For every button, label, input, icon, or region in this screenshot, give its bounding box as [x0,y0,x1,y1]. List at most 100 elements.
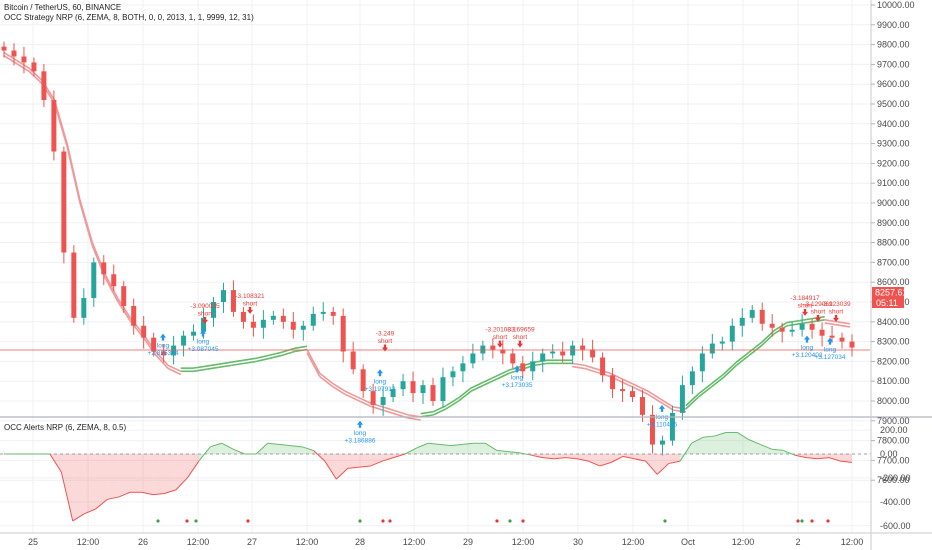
osc-line [679,442,692,462]
trade-label: -3.108321 [235,293,265,300]
alert-oscillator [0,431,871,523]
osc-line [588,460,601,467]
candle-down [11,50,17,57]
long-entry-marker[interactable]: long+3.120402 [792,335,823,360]
ma-line-slow [635,387,649,395]
osc-line [542,457,555,460]
ma-line-fast [154,350,169,366]
long-entry-marker[interactable]: long+3.087045 [188,329,219,354]
ma-line-slow [53,102,68,147]
osc-fill [84,454,96,514]
candle-down [51,100,57,152]
price-tick-label: 7900.00 [877,416,910,426]
indicator-legend[interactable]: OCC Alerts NRP (6, ZEMA, 8, 0.5) [4,423,126,432]
ma-line-slow [369,405,384,411]
price-tick-label: 7800.00 [877,436,910,446]
candle-up [390,389,396,398]
osc-line [817,457,830,460]
osc-line [324,460,337,480]
osc-fill [760,444,772,454]
osc-fill [95,454,108,510]
candle-down [510,353,516,364]
candle-down [410,381,416,394]
time-tick-label: 29 [463,537,473,547]
long-entry-marker[interactable]: long+3.127034 [815,337,846,362]
osc-line [806,457,818,460]
candle-down [41,71,47,101]
candle-up [191,331,197,336]
time-axis[interactable]: 25 12:00 26 12:00 27 12:00 28 12:00 29 12:00 30 12:… [28,537,863,547]
signal-dot [521,519,525,523]
time-tick-label: 12:00 [77,537,100,547]
long-entry-marker[interactable]: long+3.173035 [502,365,533,389]
osc-line [760,443,772,450]
signal-dot [156,519,160,523]
osc-line [255,442,268,455]
ma-line-slow [432,405,447,413]
candle-down [101,262,107,275]
price-tag: 8257.61 05:11 [872,287,908,308]
arrow-down-icon [833,314,839,322]
candle-down [809,323,815,330]
osc-line [232,448,245,455]
time-tick-label: Oct [681,537,696,547]
osc-line [335,467,349,480]
osc-line [107,496,119,500]
price-tick-label: 9100.00 [877,178,910,188]
trade-label: long [801,345,814,352]
oscillator-axis[interactable]: 200.00 0.00 -200.00 -400.00 -600.00 [880,425,911,531]
candle-up [300,325,306,330]
osc-line [737,432,750,441]
candle-up [260,319,266,328]
time-tick-label: 12:00 [622,537,645,547]
last-price-badge [872,287,904,298]
trade-label: short [798,302,813,309]
ma-line-fast [306,349,321,374]
price-tick-label: 8600.00 [877,277,910,287]
ma-line-fast [231,362,245,367]
symbol-title[interactable]: Bitcoin / TetherUS, 60, BINANCE [4,3,121,12]
candle-up [181,335,187,346]
osc-line [359,465,371,468]
time-tick-label: 12:00 [512,537,535,547]
ma-line-fast [685,396,700,410]
osc-fill [382,454,394,462]
candle-down [779,327,785,332]
candle-down [350,351,356,370]
long-entry-marker[interactable]: long+3.197913 [365,369,396,393]
candle-up [699,353,705,372]
price-tick-label: 10000.00 [877,0,915,10]
osc-fill [645,454,658,475]
time-tick-label: 25 [28,537,38,547]
ma-line-slow [331,385,346,395]
price-axis[interactable]: 10000.00 9900.00 9800.00 9700.00 9600.00 9500… [871,0,915,485]
strategy-legend[interactable]: OCC Strategy NRP (6, ZEMA, 8, BOTH, 0, 0… [4,13,254,22]
candle-down [819,329,825,336]
time-tick-label: 2 [795,537,800,547]
ma-line-fast [218,364,232,369]
arrow-down-icon [802,308,808,316]
price-tick-label: 8300.00 [877,337,910,347]
osc-tick-label: -600.00 [880,521,911,531]
candle-down [230,290,236,312]
osc-fill [691,437,704,454]
long-entry-marker[interactable]: long+2.825324 [148,333,179,358]
countdown-text: 05:11 [876,298,898,308]
osc-line [840,460,853,463]
ma-line-fast [53,99,68,144]
long-entry-marker[interactable]: long+3.186886 [345,420,376,445]
price-tick-label: 8000.00 [877,396,910,406]
trade-label: -3.123039 [821,301,851,308]
time-tick-label: 12:00 [296,537,319,547]
candle-down [430,385,436,401]
trade-label: long [511,374,524,381]
